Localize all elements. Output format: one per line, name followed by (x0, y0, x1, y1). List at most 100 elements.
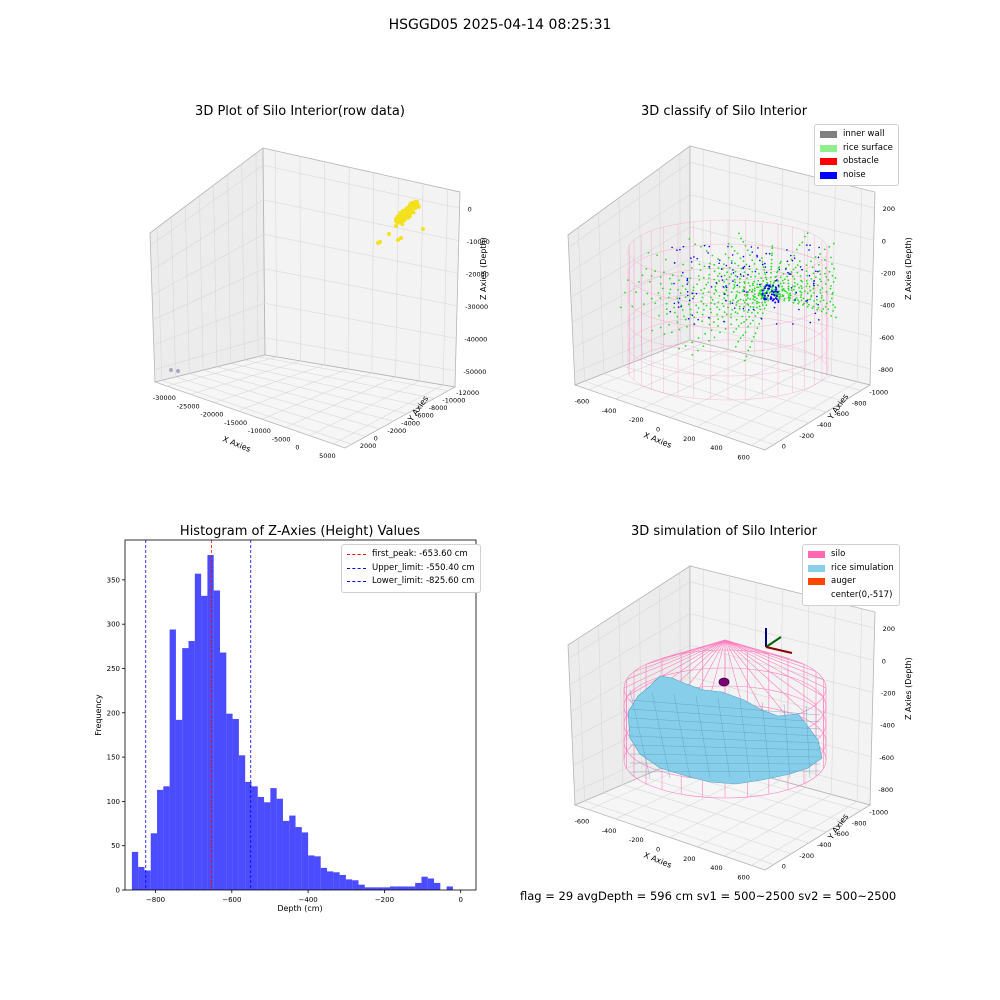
rice-surface-point (751, 284, 754, 287)
rice-surface-point (792, 268, 795, 271)
noise-point (686, 277, 689, 280)
rice-surface-point (824, 267, 827, 270)
y-tick-label: 100 (107, 798, 120, 806)
noise-point (686, 290, 689, 293)
grid-line (598, 625, 605, 793)
rice-surface-point (631, 305, 634, 308)
surface-mesh-line (783, 703, 791, 779)
rice-surface-point (684, 288, 687, 291)
histogram-bar (377, 887, 384, 890)
rice-surface-point (733, 250, 736, 252)
rice-surface-point (833, 267, 836, 270)
rice-surface-point (681, 309, 684, 311)
histogram-bar (327, 871, 334, 890)
rice-surface-point (766, 281, 768, 284)
histogram-bar (308, 855, 315, 890)
noise-point (774, 301, 777, 304)
rice-surface-point (708, 267, 711, 270)
grid-line (689, 323, 871, 370)
noise-point (743, 290, 746, 293)
rice-surface-point (735, 328, 738, 330)
noise-point (671, 246, 673, 249)
rice-surface-point (830, 314, 833, 317)
histogram-bar (201, 595, 208, 890)
y-tick-label: 150 (107, 754, 120, 762)
panel4-zlabel: Z Axies (Depth) (904, 657, 913, 720)
grid-line (570, 226, 691, 298)
legend-swatch (808, 591, 825, 599)
rice-surface-point (804, 235, 806, 238)
panel2-legend: inner wall rice surface obstacle noise (814, 124, 899, 186)
rice-surface-point (734, 281, 737, 284)
noise-point (799, 266, 802, 268)
rice-surface-point (751, 301, 754, 304)
rice-surface-point (750, 311, 753, 314)
rice-surface-point (727, 256, 730, 259)
rice-surface-point (684, 296, 687, 299)
grid-line (216, 366, 407, 414)
silo-roof-line (724, 639, 824, 697)
rice-surface-point (713, 336, 716, 339)
rice-surface-point (800, 294, 803, 296)
legend-item-silo: silo (808, 548, 894, 562)
y-tick-label: -4000 (401, 419, 420, 427)
legend-swatch (820, 171, 837, 179)
rice-surface-point (668, 323, 670, 326)
noise-point (775, 288, 778, 291)
rice-surface-point (778, 290, 781, 293)
rice-surface-point (760, 257, 763, 259)
surface-mesh-line (739, 699, 751, 779)
rice-surface-point (748, 268, 751, 271)
silo-roof-line (626, 639, 726, 697)
histogram-bar (434, 882, 441, 890)
rice-surface-point (770, 268, 773, 270)
noise-point (790, 273, 792, 275)
rice-surface-point (793, 278, 796, 280)
grid-line (642, 355, 755, 409)
legend-item-rice-simulation: rice simulation (808, 562, 894, 576)
rice-surface-point (703, 265, 706, 268)
histogram-bar (402, 886, 409, 890)
histogram-bar (427, 878, 435, 890)
noise-point (732, 272, 735, 274)
rice-surface-point (697, 337, 700, 339)
rice-surface-point (832, 310, 834, 312)
rice-surface-point (677, 288, 679, 291)
noise-point (743, 265, 746, 268)
rice-surface-point (757, 301, 760, 304)
grid-line (156, 227, 163, 381)
noise-point (773, 306, 776, 309)
data-point (414, 200, 418, 205)
rice-surface-point (752, 298, 755, 301)
rice-surface-point (752, 306, 755, 309)
surface-mesh-line (629, 699, 821, 716)
surface-mesh-line (629, 762, 821, 765)
rice-surface-point (756, 327, 759, 330)
rice-surface-point (647, 251, 650, 254)
rice-surface-point (740, 237, 743, 240)
surface-mesh-line (629, 708, 821, 723)
rice-surface-point (817, 264, 820, 266)
grid-line (213, 185, 218, 367)
noise-point (678, 297, 681, 300)
rice-surface-point (747, 282, 750, 284)
noise-point (673, 282, 675, 285)
rice-surface-point (771, 245, 774, 247)
noise-point (789, 254, 792, 257)
grid-line (615, 349, 729, 400)
rice-surface-point (739, 298, 742, 301)
rice-surface-point (746, 297, 749, 300)
grid-line (347, 167, 350, 370)
rice-surface-point (789, 294, 792, 297)
noise-point (687, 318, 690, 320)
histogram-bar (415, 882, 422, 890)
rice-surface-point (809, 289, 812, 292)
rice-surface-point (745, 299, 748, 301)
grid-line (697, 368, 806, 428)
rice-surface-point (777, 280, 779, 283)
rice-surface-point (799, 275, 802, 277)
rice-surface-point (701, 320, 703, 323)
noise-point (710, 286, 713, 288)
rice-surface-point (730, 316, 732, 319)
rice-surface-point (705, 283, 708, 286)
